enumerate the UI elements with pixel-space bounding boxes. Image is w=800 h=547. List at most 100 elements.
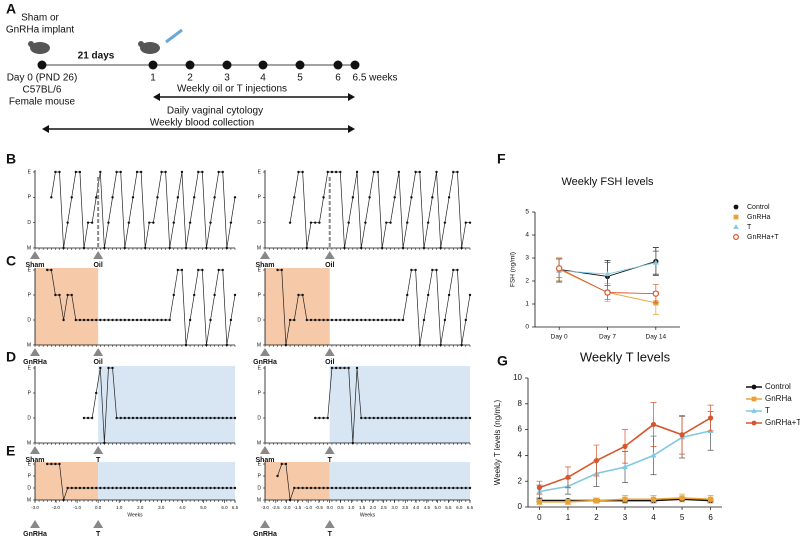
y-tick-label: M — [27, 497, 31, 503]
stage-point — [431, 486, 434, 490]
week-label: 3 — [224, 73, 230, 84]
treatment-marker — [260, 348, 270, 356]
y-tick-label: D — [27, 317, 31, 323]
stage-point — [176, 196, 180, 199]
stage-point — [339, 366, 342, 370]
legend-label: T — [747, 224, 752, 231]
stage-point — [435, 170, 438, 174]
treatment-label: Oil — [325, 359, 334, 366]
x-tick-label: -2.0 — [283, 505, 291, 510]
treatment-marker — [324, 446, 335, 454]
y-tick-label: M — [27, 245, 31, 251]
treatment-marker — [30, 348, 40, 356]
stage-point — [172, 416, 175, 420]
stage-point — [385, 416, 388, 420]
stage-point — [213, 486, 216, 490]
stage-point — [360, 486, 363, 490]
stage-point — [297, 170, 300, 174]
stage-point — [188, 221, 192, 224]
stage-point — [107, 366, 110, 370]
stage-point — [123, 246, 126, 250]
stage-point — [343, 366, 346, 370]
treatment-shade — [329, 462, 470, 500]
treatment-label: T — [328, 457, 333, 464]
mouse-icon — [140, 42, 160, 54]
x-tick-label: Day 7 — [599, 334, 616, 341]
stage-point — [168, 416, 171, 420]
stage-point — [322, 486, 325, 490]
stage-point — [123, 416, 126, 420]
y-tick-label: E — [28, 267, 32, 273]
stage-point — [431, 416, 434, 420]
stage-point — [397, 170, 401, 174]
x-tick-label: 6.0 — [456, 505, 463, 510]
stage-point — [288, 498, 292, 502]
stage-point — [314, 221, 317, 224]
stage-point — [301, 293, 304, 297]
stage-point — [148, 318, 151, 322]
point — [650, 496, 657, 502]
stage-point — [318, 318, 321, 322]
point — [593, 497, 600, 504]
stage-point — [380, 246, 384, 250]
stage-point — [397, 318, 401, 322]
stage-point — [464, 486, 468, 490]
x-tick-label: 0.0 — [327, 505, 334, 510]
stage-point — [103, 486, 106, 490]
point — [593, 457, 600, 464]
stage-point — [326, 318, 329, 322]
stage-point — [119, 416, 122, 420]
stage-point — [318, 486, 321, 490]
stage-point — [46, 268, 49, 272]
stage-point — [368, 196, 371, 199]
stage-point — [115, 318, 118, 322]
stage-point — [439, 246, 442, 250]
y-tick-label: M — [27, 440, 31, 446]
stage-point — [50, 196, 53, 199]
stage-point — [111, 196, 114, 199]
stage-point — [318, 416, 321, 420]
stage-point — [180, 416, 184, 420]
stage-point — [123, 318, 126, 322]
stage-point — [229, 486, 233, 490]
stage-point — [82, 246, 86, 250]
mouse-icon — [30, 42, 50, 54]
stage-point — [144, 318, 147, 322]
x-tick-label: 3.0 — [391, 505, 398, 510]
stage-point — [201, 416, 204, 420]
stage-point — [229, 416, 233, 420]
stage-point — [135, 416, 139, 420]
x-tick-label: Day 14 — [646, 334, 667, 341]
stage-point — [460, 486, 463, 490]
cytology-label: Daily vaginal cytology — [167, 106, 263, 117]
stage-point — [364, 221, 367, 224]
x-tick-label: 2.0 — [137, 505, 144, 510]
treatment-marker — [93, 446, 104, 454]
stage-point — [205, 486, 208, 490]
stage-point — [160, 318, 163, 322]
y-axis-label: FSH (ng/ml) — [510, 252, 517, 287]
point — [707, 415, 714, 421]
point — [622, 443, 628, 449]
stage-point — [233, 293, 237, 297]
stage-point — [135, 170, 139, 174]
y-tick-label: E — [258, 267, 262, 273]
stage-point — [176, 486, 180, 490]
y-tick-label: P — [28, 195, 32, 201]
interval-label: 21 days — [78, 51, 115, 62]
stage-point — [131, 196, 135, 199]
stage-point — [422, 416, 426, 420]
stage-point — [452, 268, 455, 272]
stage-point — [326, 416, 329, 420]
stage-point — [305, 486, 309, 490]
stage-point — [127, 221, 131, 224]
stage-point — [351, 196, 355, 199]
stage-line — [289, 171, 470, 249]
stage-point — [209, 221, 212, 224]
stage-point — [111, 366, 114, 370]
point — [565, 474, 571, 480]
timepoint-dot — [148, 60, 158, 70]
stage-point — [452, 416, 455, 420]
y-tick-label: D — [257, 220, 261, 226]
stage-point — [322, 416, 325, 420]
